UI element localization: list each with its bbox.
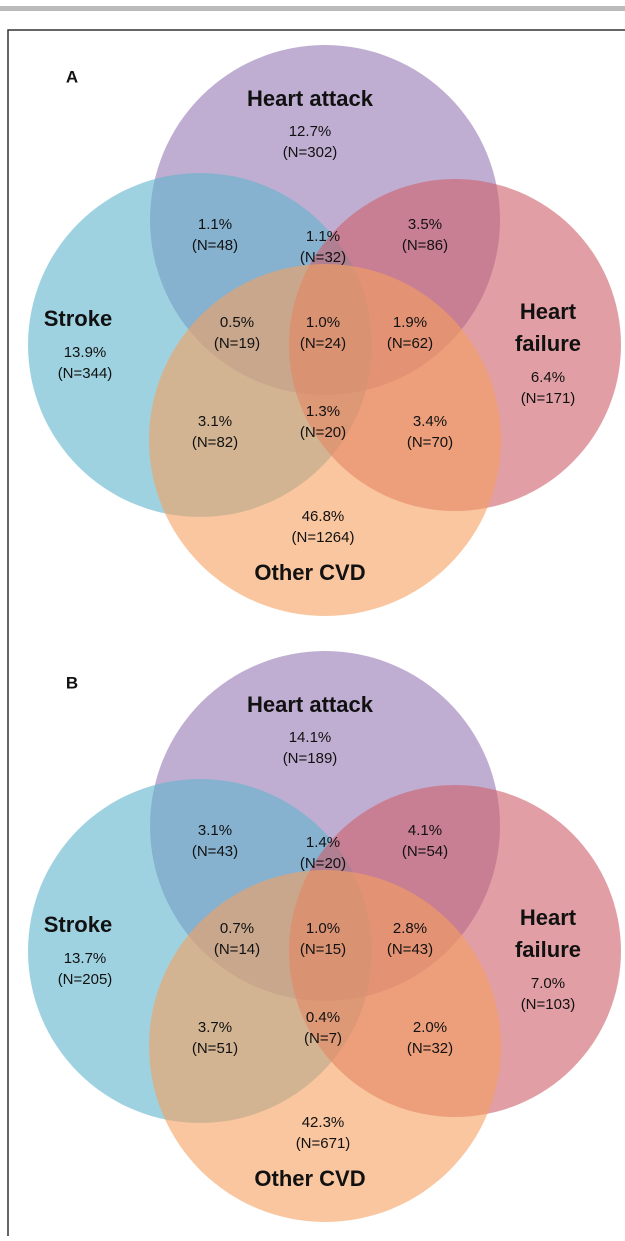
panel-label: B — [66, 673, 78, 692]
set-label: Other CVD — [254, 1166, 365, 1191]
region-count: (N=7) — [304, 1030, 342, 1047]
set-label: Heart — [520, 905, 577, 930]
set-label: Stroke — [44, 306, 112, 331]
region-count: (N=103) — [521, 996, 576, 1013]
set-circle — [149, 264, 501, 616]
region-percent: 3.4% — [413, 413, 447, 430]
region-percent: 6.4% — [531, 369, 565, 386]
region-percent: 2.8% — [393, 920, 427, 937]
region-percent: 42.3% — [302, 1114, 345, 1131]
region-count: (N=62) — [387, 335, 433, 352]
set-label: Heart — [520, 299, 577, 324]
region-percent: 3.5% — [408, 216, 442, 233]
region-count: (N=43) — [192, 843, 238, 860]
region-count: (N=51) — [192, 1040, 238, 1057]
region-percent: 12.7% — [289, 123, 332, 140]
region-percent: 13.7% — [64, 950, 107, 967]
region-count: (N=20) — [300, 855, 346, 872]
region-percent: 1.3% — [306, 403, 340, 420]
set-label: failure — [515, 937, 581, 962]
region-count: (N=20) — [300, 424, 346, 441]
set-label: Heart attack — [247, 86, 374, 111]
region-count: (N=48) — [192, 237, 238, 254]
frame — [7, 29, 625, 1236]
region-count: (N=54) — [402, 843, 448, 860]
top-bar — [0, 6, 625, 11]
region-percent: 7.0% — [531, 975, 565, 992]
region-count: (N=205) — [58, 971, 113, 988]
region-percent: 1.0% — [306, 920, 340, 937]
region-count: (N=19) — [214, 335, 260, 352]
region-count: (N=24) — [300, 335, 346, 352]
region-count: (N=344) — [58, 365, 113, 382]
region-percent: 1.0% — [306, 314, 340, 331]
region-count: (N=15) — [300, 941, 346, 958]
region-count: (N=1264) — [292, 529, 355, 546]
region-count: (N=43) — [387, 941, 433, 958]
region-percent: 3.1% — [198, 413, 232, 430]
region-percent: 13.9% — [64, 344, 107, 361]
region-count: (N=189) — [283, 750, 338, 767]
region-percent: 2.0% — [413, 1019, 447, 1036]
region-count: (N=14) — [214, 941, 260, 958]
set-label: failure — [515, 331, 581, 356]
set-circle — [149, 870, 501, 1222]
set-label: Stroke — [44, 912, 112, 937]
region-percent: 1.4% — [306, 834, 340, 851]
region-percent: 1.9% — [393, 314, 427, 331]
region-percent: 4.1% — [408, 822, 442, 839]
region-count: (N=32) — [300, 249, 346, 266]
region-percent: 46.8% — [302, 508, 345, 525]
region-count: (N=671) — [296, 1135, 351, 1152]
panel-label: A — [66, 67, 78, 86]
region-percent: 0.7% — [220, 920, 254, 937]
region-count: (N=171) — [521, 390, 576, 407]
region-count: (N=82) — [192, 434, 238, 451]
region-percent: 1.1% — [306, 228, 340, 245]
region-percent: 3.1% — [198, 822, 232, 839]
region-percent: 1.1% — [198, 216, 232, 233]
region-count: (N=70) — [407, 434, 453, 451]
region-count: (N=86) — [402, 237, 448, 254]
region-percent: 14.1% — [289, 729, 332, 746]
set-label: Other CVD — [254, 560, 365, 585]
set-label: Heart attack — [247, 692, 374, 717]
region-count: (N=32) — [407, 1040, 453, 1057]
region-percent: 3.7% — [198, 1019, 232, 1036]
region-count: (N=302) — [283, 144, 338, 161]
region-percent: 0.5% — [220, 314, 254, 331]
region-percent: 0.4% — [306, 1009, 340, 1026]
